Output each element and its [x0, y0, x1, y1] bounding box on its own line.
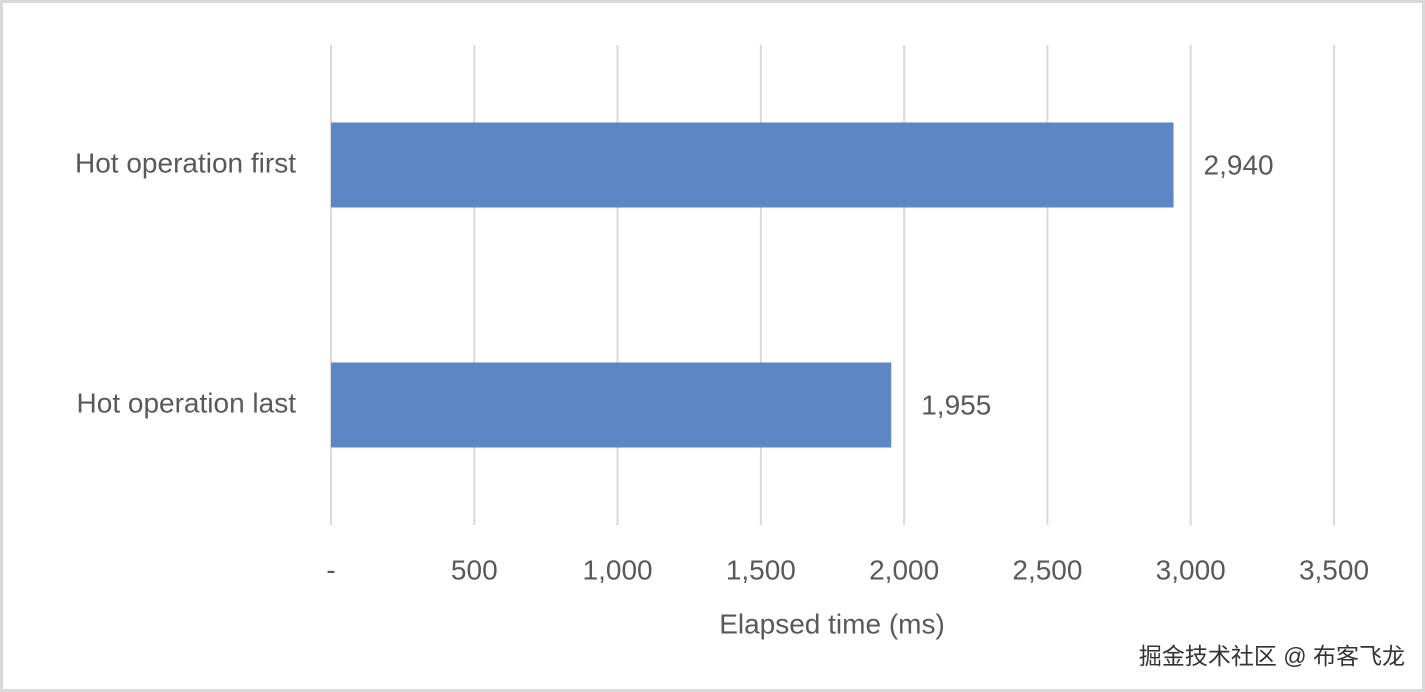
value-label: 1,955	[921, 389, 991, 420]
x-tick-label: 1,000	[583, 554, 653, 585]
bar	[331, 362, 892, 448]
bar	[331, 122, 1174, 208]
category-label: Hot operation last	[77, 387, 297, 418]
x-tick-label: 3,000	[1156, 554, 1226, 585]
x-tick-label: 2,500	[1012, 554, 1082, 585]
watermark: 掘金技术社区 @ 布客飞龙	[1139, 643, 1405, 669]
x-tick-label: 3,500	[1299, 554, 1369, 585]
x-axis-label: Elapsed time (ms)	[719, 608, 945, 639]
x-tick-label: 2,000	[869, 554, 939, 585]
x-tick-label: 500	[451, 554, 498, 585]
x-tick-label: -	[326, 554, 335, 585]
x-tick-label: 1,500	[726, 554, 796, 585]
category-label: Hot operation first	[75, 147, 296, 178]
value-label: 2,940	[1204, 149, 1274, 180]
